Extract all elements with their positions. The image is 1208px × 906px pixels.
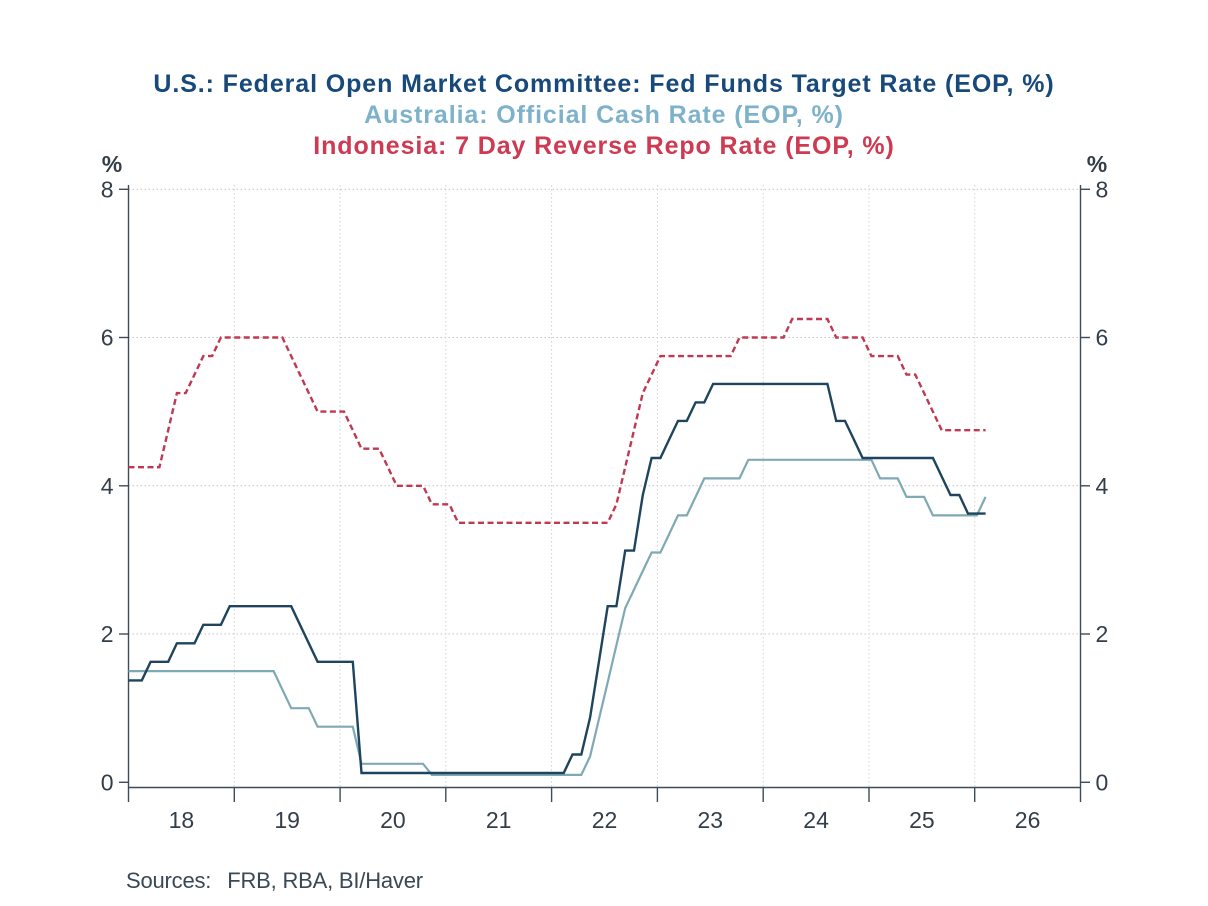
svg-text:18: 18 xyxy=(169,807,195,833)
svg-text:23: 23 xyxy=(698,807,724,833)
svg-text:6: 6 xyxy=(1096,325,1109,351)
svg-text:25: 25 xyxy=(909,807,935,833)
svg-text:22: 22 xyxy=(592,807,618,833)
svg-text:26: 26 xyxy=(1015,807,1041,833)
svg-text:24: 24 xyxy=(803,807,829,833)
svg-text:4: 4 xyxy=(101,473,114,499)
svg-text:%: % xyxy=(1087,151,1107,177)
svg-text:20: 20 xyxy=(380,807,406,833)
svg-text:6: 6 xyxy=(101,325,114,351)
svg-text:21: 21 xyxy=(486,807,512,833)
svg-text:8: 8 xyxy=(101,176,114,202)
svg-text:4: 4 xyxy=(1096,473,1109,499)
svg-text:2: 2 xyxy=(1096,621,1109,647)
svg-text:2: 2 xyxy=(101,621,114,647)
svg-text:%: % xyxy=(102,151,122,177)
svg-text:0: 0 xyxy=(1096,769,1109,795)
svg-text:19: 19 xyxy=(274,807,300,833)
svg-text:0: 0 xyxy=(101,769,114,795)
svg-text:8: 8 xyxy=(1096,176,1109,202)
